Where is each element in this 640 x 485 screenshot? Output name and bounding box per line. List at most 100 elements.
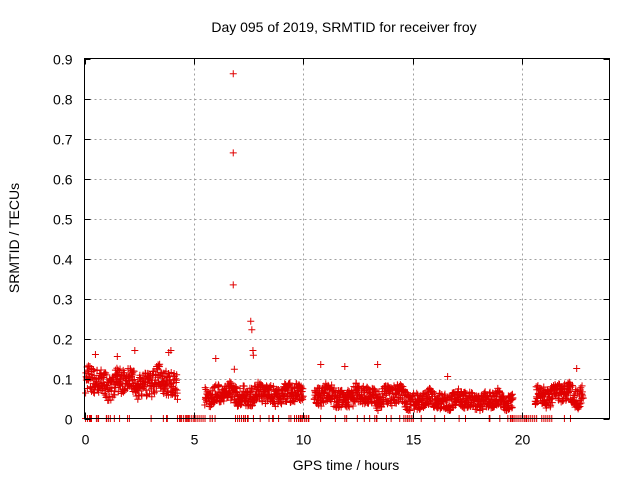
data-point bbox=[353, 383, 361, 391]
data-point bbox=[568, 382, 576, 390]
data-point bbox=[247, 317, 255, 325]
data-point bbox=[156, 360, 164, 368]
data-point bbox=[93, 378, 101, 386]
y-tick-labels: 0 0.1 0.2 0.3 0.4 0.5 0.6 0.7 0.8 0.9 bbox=[53, 52, 73, 428]
data-point bbox=[286, 379, 294, 387]
data-point bbox=[130, 367, 138, 375]
data-point bbox=[173, 371, 181, 379]
data-point bbox=[509, 394, 517, 402]
data-point bbox=[258, 398, 266, 406]
y-tick-label: 0.6 bbox=[53, 172, 73, 188]
data-point bbox=[269, 382, 277, 390]
data-point bbox=[130, 375, 138, 383]
data-point bbox=[545, 390, 553, 398]
data-point bbox=[97, 366, 105, 374]
data-point bbox=[533, 398, 541, 406]
x-tick-label: 10 bbox=[296, 432, 312, 448]
data-point bbox=[212, 355, 220, 362]
data-point bbox=[90, 366, 98, 374]
data-point bbox=[233, 402, 241, 410]
data-point bbox=[578, 382, 586, 390]
data-point bbox=[103, 371, 111, 379]
data-point bbox=[352, 379, 360, 387]
data-point bbox=[173, 389, 181, 397]
data-point bbox=[293, 392, 301, 400]
data-point bbox=[248, 326, 256, 334]
x-tick-label: 5 bbox=[191, 432, 199, 448]
y-tick-label: 0.7 bbox=[53, 132, 73, 148]
data-point bbox=[577, 399, 585, 407]
y-axis-label: SRMTID / TECUs bbox=[6, 183, 22, 293]
data-point bbox=[167, 368, 175, 376]
data-point bbox=[150, 389, 158, 397]
data-point bbox=[148, 393, 156, 401]
data-point bbox=[127, 372, 135, 380]
data-point bbox=[341, 363, 349, 370]
y-tick-label: 0.2 bbox=[53, 332, 73, 348]
data-point bbox=[416, 404, 424, 412]
data-point bbox=[249, 351, 257, 359]
data-point bbox=[102, 369, 110, 377]
data-point bbox=[299, 396, 307, 404]
data-point bbox=[229, 70, 237, 78]
data-point bbox=[105, 392, 113, 400]
data-point bbox=[95, 388, 103, 396]
data-point bbox=[456, 390, 464, 398]
x-tick-label: 20 bbox=[515, 432, 531, 448]
x-tick-label: 0 bbox=[82, 432, 90, 448]
data-point bbox=[540, 383, 548, 391]
data-point bbox=[140, 383, 148, 391]
data-point bbox=[172, 385, 180, 393]
data-point bbox=[129, 376, 137, 384]
data-point bbox=[335, 402, 343, 410]
data-point bbox=[332, 398, 340, 406]
data-point bbox=[91, 351, 99, 358]
data-point bbox=[573, 365, 581, 372]
data-point bbox=[278, 400, 286, 408]
data-point bbox=[82, 389, 90, 397]
data-point bbox=[201, 401, 209, 409]
data-point bbox=[371, 386, 379, 394]
data-point bbox=[508, 403, 516, 411]
data-point bbox=[349, 402, 357, 410]
data-point bbox=[345, 403, 353, 411]
data-point bbox=[98, 375, 106, 383]
x-axis-label: GPS time / hours bbox=[293, 457, 400, 473]
data-point bbox=[116, 365, 124, 373]
points bbox=[82, 70, 587, 422]
grid-lines bbox=[84, 58, 610, 419]
data-point bbox=[131, 347, 139, 354]
data-point bbox=[545, 400, 553, 408]
data-point bbox=[298, 384, 306, 392]
data-point bbox=[270, 398, 278, 406]
data-point bbox=[299, 392, 307, 400]
data-point bbox=[279, 391, 287, 399]
data-point bbox=[479, 405, 487, 413]
data-point bbox=[134, 395, 142, 403]
data-point bbox=[317, 361, 325, 368]
data-point bbox=[406, 407, 414, 414]
y-tick-label: 0 bbox=[65, 412, 73, 428]
data-point bbox=[117, 379, 125, 387]
y-tick-label: 0.8 bbox=[53, 92, 73, 108]
data-point bbox=[229, 149, 237, 157]
chart-title: Day 095 of 2019, SRMTID for receiver fro… bbox=[211, 19, 476, 35]
data-point bbox=[231, 382, 239, 390]
data-point bbox=[154, 361, 162, 369]
data-point bbox=[374, 406, 382, 414]
data-point bbox=[100, 389, 108, 397]
data-point bbox=[83, 385, 91, 393]
y-tick-label: 0.3 bbox=[53, 292, 73, 308]
data-point bbox=[299, 385, 307, 393]
data-point bbox=[575, 403, 583, 411]
axis-ticks bbox=[84, 58, 610, 420]
data-point bbox=[386, 390, 394, 398]
data-point bbox=[419, 403, 427, 411]
data-point bbox=[468, 389, 476, 397]
data-point bbox=[374, 361, 382, 368]
data-point bbox=[330, 384, 338, 392]
y-tick-label: 0.9 bbox=[53, 52, 73, 68]
data-point bbox=[230, 365, 238, 373]
data-point bbox=[284, 380, 292, 388]
